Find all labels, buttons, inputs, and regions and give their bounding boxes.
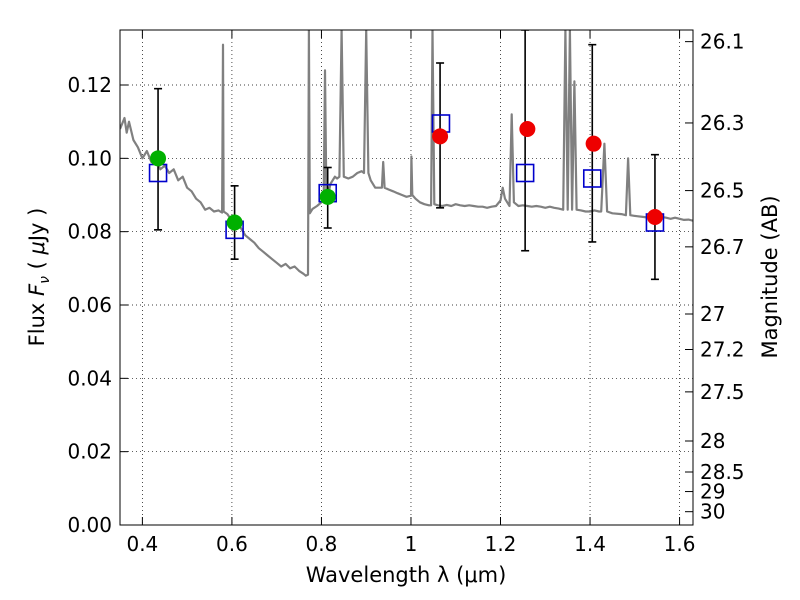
y2-tick-label: 27.2 xyxy=(700,338,745,362)
x-tick-label: 0.6 xyxy=(216,532,248,556)
y-tick-label: 0.12 xyxy=(67,73,112,97)
y-axis-label: Flux Fν ( μJy ) xyxy=(25,208,53,347)
axis-ticks: 0.4 0.6 0.8 1 1.2 1.4 1.6 0.00 0.02 0.04 0.06 0.08 0… xyxy=(67,30,744,556)
error-bar xyxy=(521,30,530,252)
x-tick-label: 0.4 xyxy=(126,532,158,556)
y-tick-label: 0.06 xyxy=(67,293,112,317)
observed-point-red xyxy=(432,128,449,145)
y2-tick-label: 26.3 xyxy=(700,111,745,135)
x-tick-label: 1 xyxy=(405,532,418,556)
x-tick-label: 0.8 xyxy=(306,532,338,556)
y2-tick-label: 26.1 xyxy=(700,30,745,54)
y2-tick-label: 27.5 xyxy=(700,380,745,404)
plot-frame xyxy=(119,29,694,526)
y2-tick-label: 28.5 xyxy=(700,460,745,484)
x-tick-label: 1.2 xyxy=(485,532,517,556)
model-square-point xyxy=(582,169,602,188)
y2-tick-label: 30 xyxy=(700,500,725,524)
y2-tick-label: 26.5 xyxy=(700,179,745,203)
observed-point-green xyxy=(319,188,336,205)
y2-tick-label: 28 xyxy=(700,429,725,453)
y2-tick-label: 26.7 xyxy=(700,235,745,259)
y-tick-label: 0.08 xyxy=(67,220,112,244)
y-tick-label: 0.10 xyxy=(67,146,112,170)
grid xyxy=(120,30,693,526)
y2-axis-label: Magnitude (AB) xyxy=(758,195,782,358)
x-axis-label: Wavelength λ (μm) xyxy=(306,563,507,587)
observed-point-red xyxy=(646,209,663,225)
model-square-point xyxy=(515,163,535,183)
y-tick-label: 0.04 xyxy=(67,366,112,390)
observed-point-green xyxy=(226,214,243,231)
plot-area xyxy=(120,30,693,281)
y-tick-label: 0.02 xyxy=(67,440,112,464)
observed-point-green xyxy=(150,150,167,167)
observed-point-red xyxy=(585,135,602,152)
y2-tick-label: 27 xyxy=(700,302,725,326)
y-tick-label: 0.00 xyxy=(67,513,112,537)
x-tick-label: 1.4 xyxy=(574,532,606,556)
y2-tick-label: 29 xyxy=(700,480,725,504)
observed-point-red xyxy=(519,121,536,137)
template-spectrum-line xyxy=(120,30,693,277)
x-tick-label: 1.6 xyxy=(664,532,696,556)
